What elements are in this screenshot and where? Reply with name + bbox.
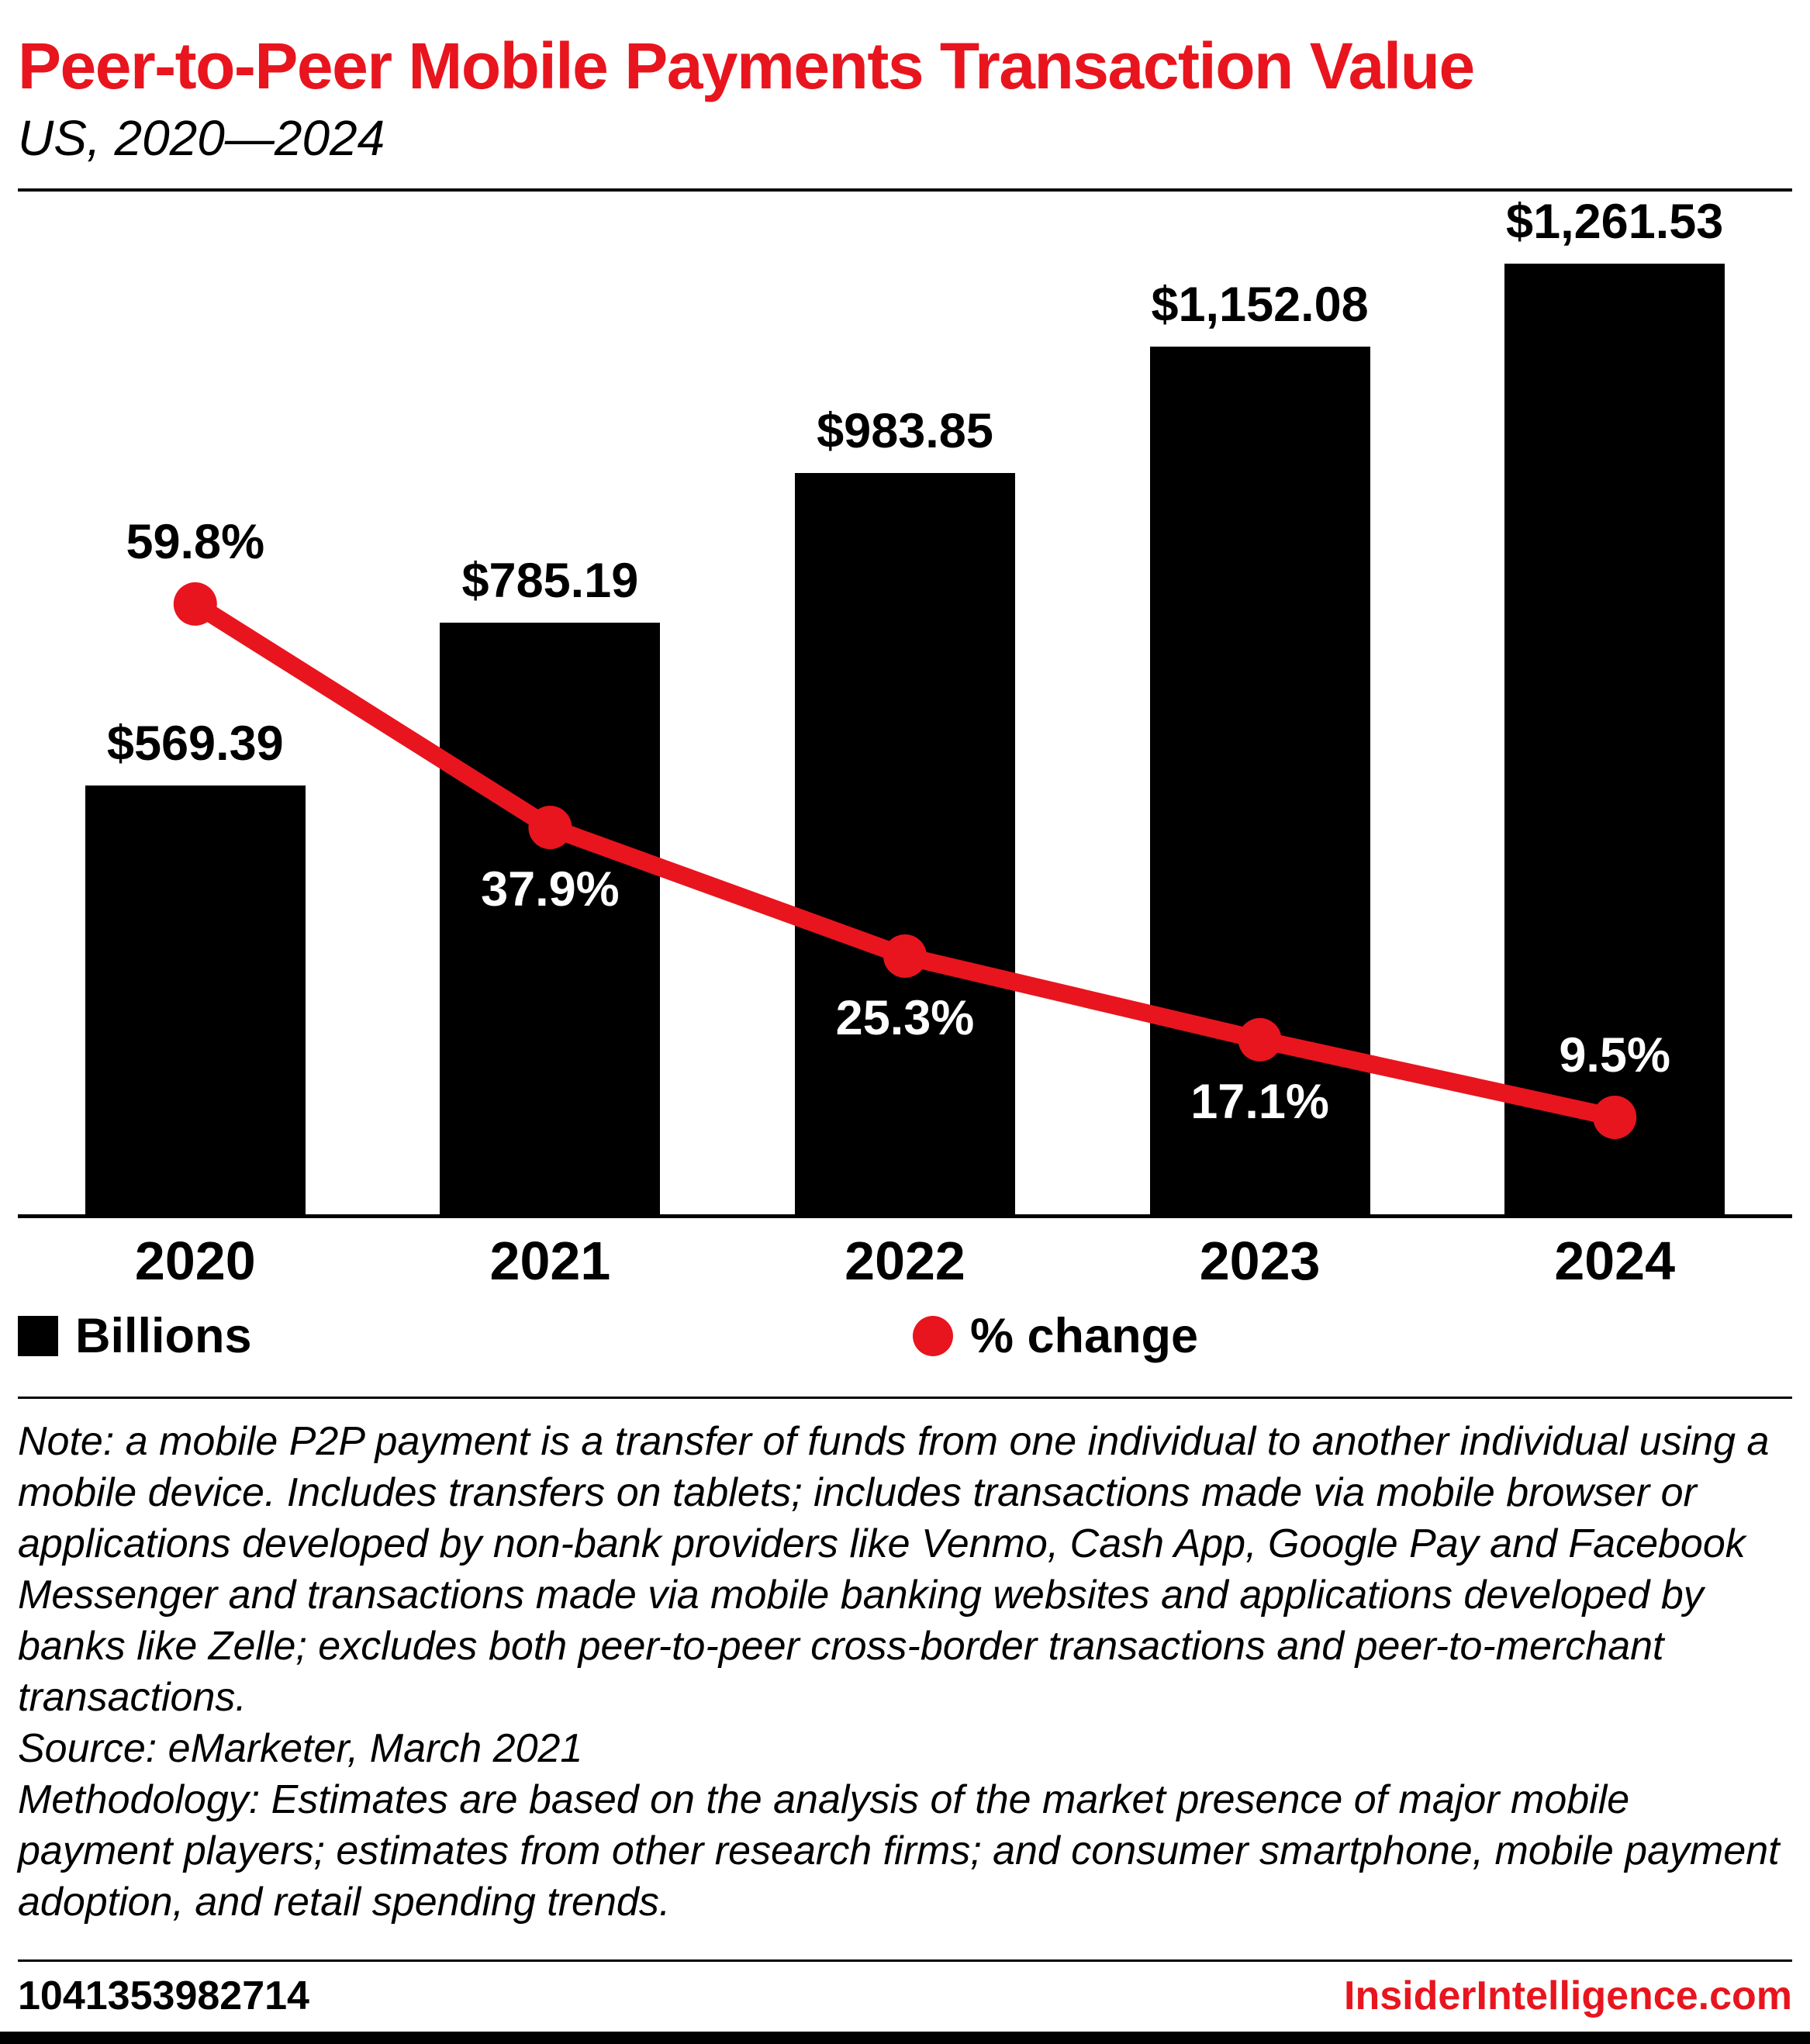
legend-billions-label: Billions <box>75 1309 252 1364</box>
billions-swatch-icon <box>18 1316 58 1357</box>
footer-bottom-bar <box>0 2032 1810 2044</box>
x-axis-label-2021: 2021 <box>489 1231 611 1292</box>
bar-value-label-2023: $1,152.08 <box>1151 277 1369 332</box>
chart-legend: Billions % change <box>18 1308 1792 1364</box>
insider-intelligence-link[interactable]: InsiderIntelligence.com <box>1344 1973 1792 2018</box>
x-axis-label-2024: 2024 <box>1554 1231 1676 1292</box>
footer-row: 1041353982714 InsiderIntelligence.com <box>0 1962 1810 2032</box>
bar-2021 <box>440 623 661 1215</box>
pct-change-swatch-icon <box>913 1316 953 1357</box>
bar-value-label-2020: $569.39 <box>106 716 284 771</box>
page-subtitle: US, 2020—2024 <box>18 109 385 166</box>
page-title: Peer-to-Peer Mobile Payments Transaction… <box>18 29 1475 102</box>
pct-label-2020: 59.8% <box>126 515 265 570</box>
header-divider <box>18 188 1792 192</box>
x-axis-baseline <box>18 1214 1792 1219</box>
chart-header: Peer-to-Peer Mobile Payments Transaction… <box>0 0 1810 165</box>
bar-value-label-2022: $983.85 <box>817 404 993 459</box>
bar-2020 <box>85 785 306 1215</box>
footer: 1041353982714 InsiderIntelligence.com <box>0 1959 1810 2044</box>
legend-item-billions: Billions <box>18 1308 1792 1364</box>
legend-item-pct-change: % change <box>913 1308 1198 1364</box>
notes-block: Note: a mobile P2P payment is a transfer… <box>18 1416 1792 1928</box>
notes-divider <box>18 1397 1792 1400</box>
x-axis-label-2022: 2022 <box>845 1231 965 1292</box>
bar-value-label-2024: $1,261.53 <box>1506 195 1724 250</box>
x-axis-label-2020: 2020 <box>134 1231 256 1292</box>
source-text: Source: eMarketer, March 2021 <box>18 1726 583 1772</box>
methodology-text: Methodology: Estimates are based on the … <box>18 1777 1780 1925</box>
pct-change-point-2020 <box>173 582 217 627</box>
pct-label-2024: 9.5% <box>1559 1028 1670 1083</box>
bar-value-label-2021: $785.19 <box>461 554 639 609</box>
chart-id: 1041353982714 <box>18 1973 309 2018</box>
legend-pct-change-label: % change <box>970 1309 1199 1364</box>
x-axis-label-2023: 2023 <box>1199 1231 1321 1292</box>
pct-label-2023: 17.1% <box>1190 1075 1329 1130</box>
pct-label-2021: 37.9% <box>481 862 620 917</box>
note-text: Note: a mobile P2P payment is a transfer… <box>18 1419 1770 1721</box>
footer-divider <box>18 1959 1792 1962</box>
bar-line-chart: $569.39 2020 $785.19 2021 $983.85 2022 $1,152.… <box>18 195 1792 1291</box>
pct-label-2022: 25.3% <box>835 991 975 1046</box>
bar-2022 <box>795 473 1015 1215</box>
